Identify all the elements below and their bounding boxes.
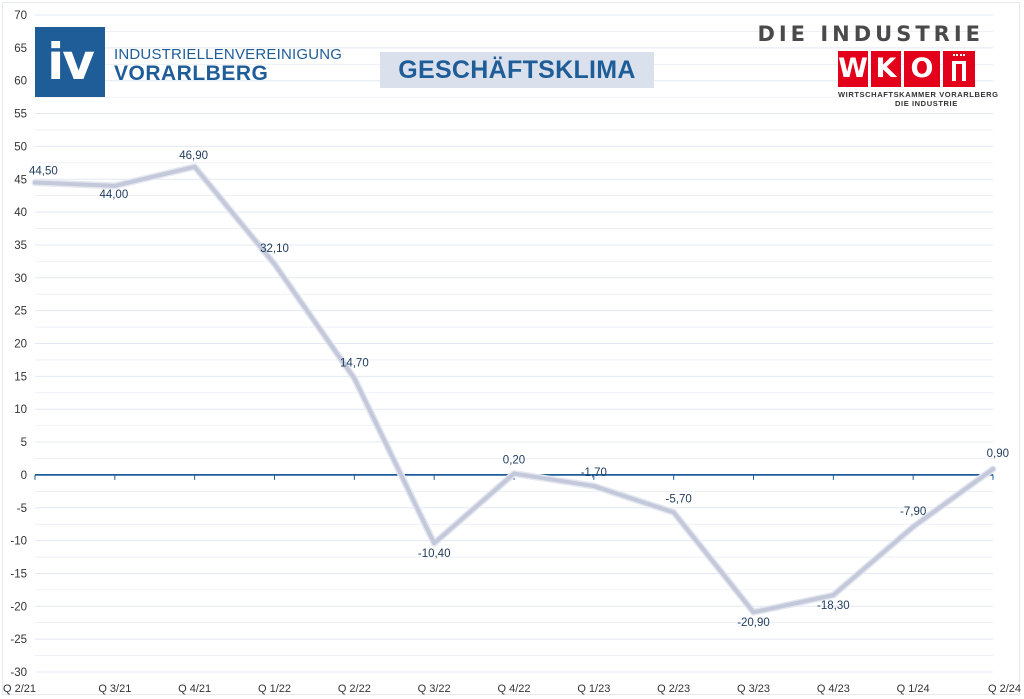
- data-point: [352, 376, 357, 381]
- data-label: 46,90: [179, 150, 208, 162]
- x-tick-label: Q 1/24: [897, 683, 930, 695]
- y-tick-label: -30: [10, 667, 27, 679]
- y-tick-label: 5: [21, 437, 27, 449]
- wko-letter-o: O: [904, 51, 940, 87]
- data-point: [512, 471, 516, 476]
- data-point: [432, 541, 437, 546]
- y-tick-label: 60: [14, 76, 27, 88]
- series-line: [33, 164, 995, 615]
- wko-industry-label: DIE INDUSTRIE: [757, 22, 984, 46]
- x-tick-label: Q 4/23: [817, 683, 850, 695]
- data-label: -18,30: [817, 600, 850, 612]
- x-tick-label: Q 2/24: [988, 683, 1021, 695]
- data-label: 44,50: [29, 166, 58, 178]
- y-tick-label: -5: [17, 503, 27, 515]
- x-tick-label: Q 2/22: [338, 683, 371, 695]
- data-label: 14,70: [340, 357, 369, 369]
- x-tick-label: Q 4/21: [178, 683, 211, 695]
- vorarlberg-crest-icon: [943, 51, 975, 87]
- data-label: -20,90: [737, 617, 770, 629]
- y-tick-label: 65: [14, 43, 27, 55]
- y-tick-label: -10: [10, 536, 27, 548]
- iv-logo: iv: [35, 27, 105, 97]
- data-point: [751, 610, 756, 615]
- x-tick-label: Q 1/22: [258, 683, 291, 695]
- data-point: [911, 524, 916, 529]
- wko-subtitle-2: DIE INDUSTRIE: [895, 99, 958, 108]
- data-point: [272, 262, 277, 267]
- title-background: [380, 52, 654, 88]
- data-point: [991, 466, 995, 471]
- data-series: [31, 163, 997, 616]
- y-tick-label: 20: [14, 339, 27, 351]
- data-label: -1,70: [581, 467, 607, 479]
- y-tick-label: 40: [14, 207, 27, 219]
- y-tick-label: -15: [10, 568, 27, 580]
- data-point: [112, 183, 117, 188]
- iv-name-line1: INDUSTRIELLENVEREINIGUNG: [114, 46, 343, 63]
- data-label: 44,00: [99, 189, 128, 201]
- data-point: [192, 164, 197, 169]
- data-label: -7,90: [900, 506, 926, 518]
- y-tick-label: 55: [14, 109, 27, 121]
- grid-lines: [35, 14, 993, 673]
- data-label: 0,20: [503, 455, 525, 467]
- data-label: -5,70: [666, 493, 692, 505]
- x-tick-label: Q 4/22: [497, 683, 530, 695]
- wko-letter-w: W: [838, 51, 868, 87]
- y-tick-label: 45: [14, 174, 27, 186]
- y-tick-label: -25: [10, 634, 27, 646]
- data-label: 0,90: [987, 448, 1009, 460]
- y-tick-label: 10: [14, 404, 27, 416]
- x-tick-label: Q 3/23: [737, 683, 770, 695]
- data-point: [831, 593, 836, 598]
- y-tick-label: 30: [14, 273, 27, 285]
- y-tick-label: 15: [14, 371, 27, 383]
- y-tick-label: 25: [14, 306, 27, 318]
- x-tick-label: Q 3/21: [98, 683, 131, 695]
- x-tick-label: Q 2/23: [657, 683, 690, 695]
- data-point: [33, 180, 37, 185]
- wko-logo: W K O: [838, 51, 975, 87]
- y-tick-label: 70: [14, 10, 27, 22]
- series-line-glow: [31, 163, 997, 616]
- y-tick-label: 50: [14, 141, 27, 153]
- y-tick-label: 35: [14, 240, 27, 252]
- y-tick-label: 0: [21, 470, 27, 482]
- data-labels: 44,50 44,00 46,90 32,10 14,70 -10,40 0,20 -1,70…: [29, 150, 1009, 629]
- data-label: -10,40: [418, 548, 451, 560]
- y-axis-ticks: 7065605550454035302520151050-5-10-15-20-…: [10, 10, 27, 679]
- x-tick-label: Q 2/21: [3, 683, 36, 695]
- data-point: [591, 484, 596, 489]
- y-tick-label: -20: [10, 601, 27, 613]
- data-label: 32,10: [260, 243, 289, 255]
- x-tick-label: Q 3/22: [418, 683, 451, 695]
- data-point: [671, 510, 676, 515]
- x-tick-label: Q 1/23: [577, 683, 610, 695]
- wko-subtitle-1: WIRTSCHAFTSKAMMER VORARLBERG: [838, 90, 999, 99]
- iv-name-line2: VORARLBERG: [114, 62, 269, 85]
- wko-letter-k: K: [871, 51, 901, 87]
- chart-title: GESCHÄFTSKLIMA: [398, 56, 636, 84]
